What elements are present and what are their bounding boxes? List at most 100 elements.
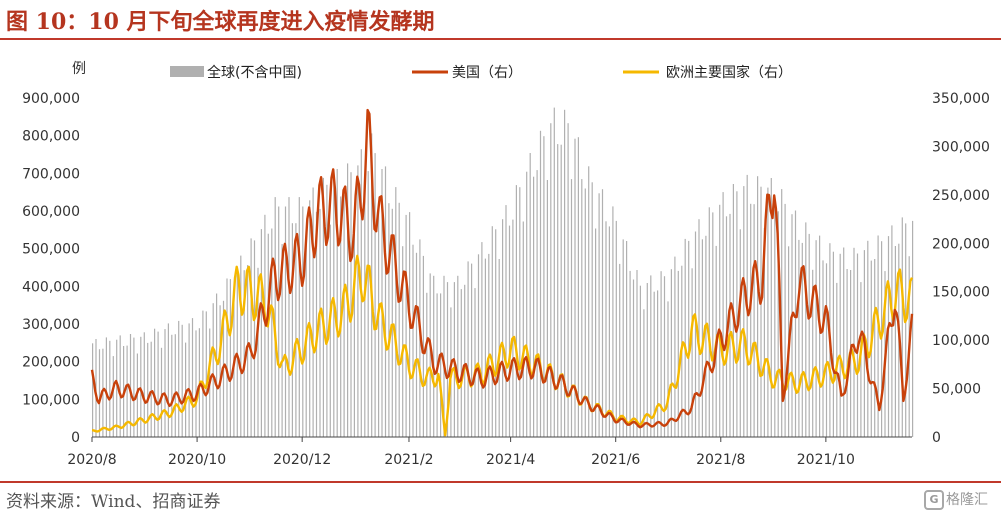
global-bar [801,242,803,437]
global-bar [422,255,424,437]
global-bar [236,268,238,437]
global-bar [626,241,628,437]
global-bar [508,225,511,437]
global-bar [302,206,304,437]
x-axis-tick: 2020/12 [273,452,331,468]
global-bar [657,290,659,437]
global-bar [260,229,262,437]
global-bar [157,331,159,437]
global-bar [663,276,666,437]
global-bar [274,197,276,437]
legend-label: 美国（右） [452,65,522,81]
global-bar [188,323,190,437]
global-bar [808,233,810,437]
watermark-label: 格隆汇 [946,492,988,508]
global-bar [629,270,631,437]
global-bar [767,187,769,437]
global-bar [298,197,300,437]
global-bar [615,220,617,437]
global-bar [440,293,442,437]
global-bar [326,184,328,437]
us-line [90,108,914,429]
global-bar [574,138,576,437]
global-bar [160,347,163,437]
global-bar [688,240,690,437]
global-bar [140,336,142,437]
global-bar [484,258,486,437]
global-bar [712,212,714,437]
global-bar [495,229,497,437]
global-bar [405,214,407,437]
global-bar [595,228,597,437]
x-axis-tick: 2021/10 [797,452,855,468]
global-bar [815,240,817,437]
global-bar [116,339,118,437]
global-bar [309,200,311,437]
legend-label: 欧洲主要国家（右） [666,64,792,81]
global-bar [777,211,779,437]
global-bar [619,263,621,437]
global-bar [643,309,645,437]
global-bar [791,214,793,437]
global-bar [729,213,731,437]
left-axis-tick: 600,000 [22,204,80,220]
global-bar [519,187,521,437]
x-axis-tick: 2021/8 [696,452,745,468]
global-bar [112,356,114,437]
global-bar [426,292,428,437]
right-axis-tick: 250,000 [932,188,990,204]
global-bar [154,328,156,437]
global-bar [443,275,445,437]
global-bar [725,216,728,437]
global-bar [288,197,290,437]
global-bar [322,177,324,437]
global-bar [502,219,504,437]
global-bar [312,187,314,437]
global-bar [474,288,476,437]
global-bar [701,239,703,437]
global-bar [674,256,676,437]
global-bar [336,169,338,437]
global-bar [763,228,765,437]
global-bar [567,123,569,437]
global-bar [812,269,814,437]
global-bar [429,273,431,437]
legend-label: 全球(不含中国) [207,64,302,81]
global-bar [805,222,807,437]
global-bar [667,301,669,437]
global-bar [329,224,331,437]
global-bar [350,172,352,437]
global-bar [636,270,638,437]
global-bar [284,206,287,437]
global-bar [536,170,538,437]
global-bar [608,226,610,437]
global-bar [846,269,848,437]
global-bar [281,244,283,437]
global-bar [467,261,469,437]
global-bar [488,253,490,437]
global-bar [650,275,652,437]
global-bar [591,182,593,437]
global-bar [388,203,390,437]
global-bar [364,175,366,438]
legend-swatch-global [170,66,204,77]
global-bar [446,282,449,437]
global-bar [677,270,679,437]
left-axis-tick: 100,000 [22,392,80,408]
global-bar [167,323,169,437]
global-bar [460,289,462,437]
global-bar [395,187,397,437]
global-bar [384,166,387,437]
global-bar [612,206,614,437]
global-bar [853,247,855,437]
left-axis-tick: 700,000 [22,166,80,182]
global-bar [481,242,483,437]
global-bar [402,246,404,437]
global-bar [257,267,259,437]
global-bar [843,247,845,437]
global-bar [319,208,321,437]
global-bar [570,179,573,437]
global-bar [598,193,600,437]
global-bar [229,279,231,437]
global-bar [92,343,94,437]
